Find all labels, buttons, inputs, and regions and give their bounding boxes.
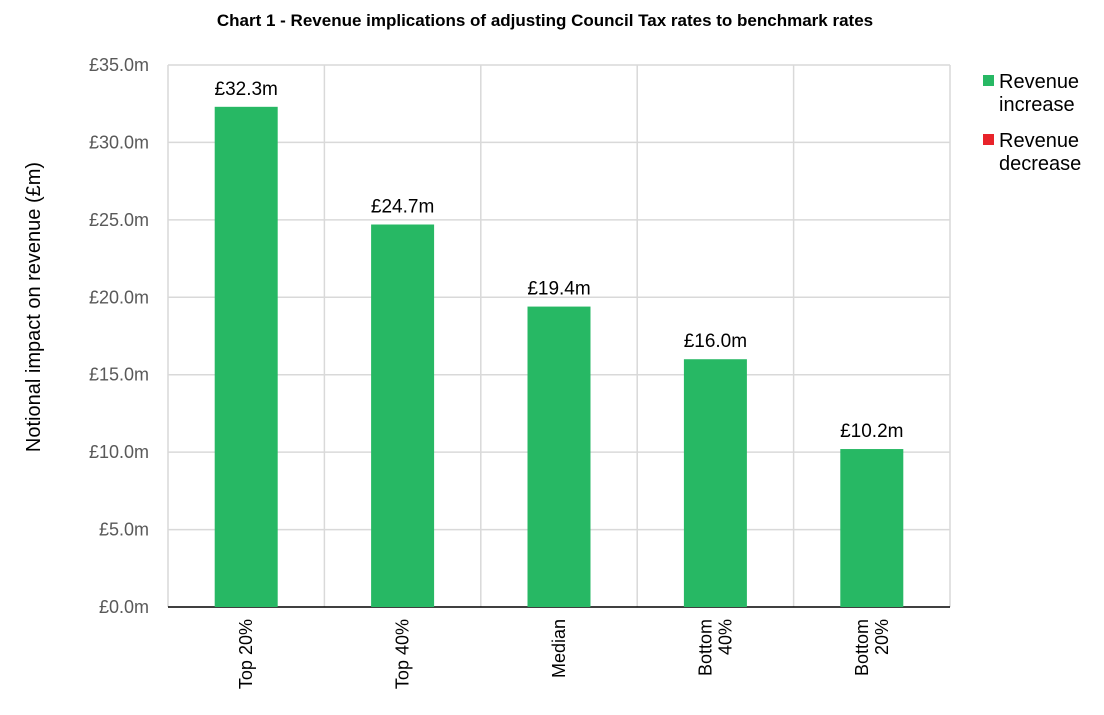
y-tick-label-2: £10.0m xyxy=(89,442,149,462)
data-label-0: £32.3m xyxy=(215,79,278,100)
y-tick-labels: £0.0m £5.0m £10.0m £15.0m £20.0m £25.0m £30.0m… xyxy=(89,55,149,617)
x-category-label-4-1: 20% xyxy=(872,619,892,655)
x-category-label-0-0: Top 20% xyxy=(236,619,256,689)
y-tick-label-1: £5.0m xyxy=(99,520,149,540)
legend-label-0-0: Revenue xyxy=(999,71,1079,93)
x-category-label-1-0: Top 40% xyxy=(393,619,413,689)
bar-0 xyxy=(214,106,278,607)
data-label-3: £16.0m xyxy=(684,331,747,352)
x-category-label-2-0: Median xyxy=(549,619,569,678)
data-label-4: £10.2m xyxy=(840,421,903,442)
chart-title: Chart 1 - Revenue implications of adjust… xyxy=(217,11,873,30)
legend-swatch-0 xyxy=(983,75,994,86)
bars xyxy=(214,106,904,607)
y-tick-label-4: £20.0m xyxy=(89,287,149,307)
bar-1 xyxy=(371,224,435,607)
x-category-labels: Top 20% Top 40% Median Bottom 40% Bottom 20% xyxy=(236,619,892,689)
data-labels: £32.3m £24.7m £19.4m £16.0m £10.2m xyxy=(215,79,904,442)
y-tick-label-3: £15.0m xyxy=(89,365,149,385)
x-category-label-4-0: Bottom xyxy=(852,619,872,676)
x-category-label-3-1: 40% xyxy=(715,619,735,655)
bar-3 xyxy=(683,359,747,607)
y-tick-label-0: £0.0m xyxy=(99,597,149,617)
data-label-1: £24.7m xyxy=(371,197,434,218)
y-tick-label-5: £25.0m xyxy=(89,210,149,230)
bar-2 xyxy=(527,306,591,607)
bar-4 xyxy=(840,449,904,607)
legend-label-1-0: Revenue xyxy=(999,130,1079,152)
x-category-label-3-0: Bottom xyxy=(695,619,715,676)
y-tick-label-7: £35.0m xyxy=(89,55,149,75)
y-axis-title: Notional impact on revenue (£m) xyxy=(23,162,45,452)
legend-swatch-1 xyxy=(983,134,994,145)
legend-label-0-1: increase xyxy=(999,94,1075,116)
y-tick-label-6: £30.0m xyxy=(89,132,149,152)
legend-label-1-1: decrease xyxy=(999,153,1081,175)
data-label-2: £19.4m xyxy=(527,279,590,300)
